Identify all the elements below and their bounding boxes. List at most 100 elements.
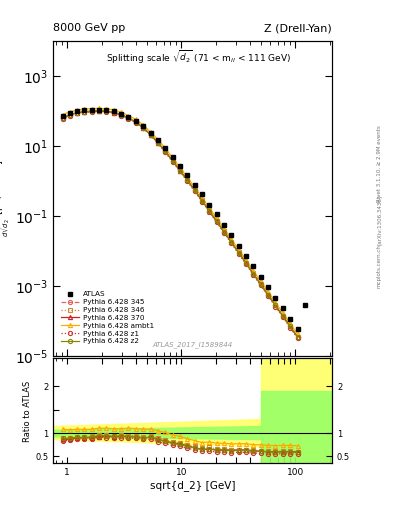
Line: Pythia 6.428 ambt1: Pythia 6.428 ambt1 — [61, 106, 299, 336]
Pythia 6.428 z2 — [126, 115, 131, 121]
Pythia 6.428 346 — [148, 131, 153, 137]
Pythia 6.428 ambt1 — [266, 289, 270, 295]
Pythia 6.428 z2 — [237, 250, 241, 256]
Pythia 6.428 346 — [229, 239, 234, 245]
Pythia 6.428 ambt1 — [60, 112, 65, 118]
Pythia 6.428 z2 — [192, 187, 197, 194]
Pythia 6.428 ambt1 — [126, 113, 131, 119]
Pythia 6.428 z1 — [244, 261, 248, 267]
Pythia 6.428 z1 — [170, 159, 175, 165]
Pythia 6.428 346 — [185, 177, 190, 183]
Pythia 6.428 346 — [237, 249, 241, 255]
Pythia 6.428 ambt1 — [273, 300, 278, 306]
Pythia 6.428 346 — [266, 292, 270, 298]
Pythia 6.428 345 — [82, 109, 87, 115]
Pythia 6.428 370 — [67, 112, 72, 118]
Pythia 6.428 z2 — [67, 112, 72, 118]
Pythia 6.428 345 — [148, 132, 153, 138]
Pythia 6.428 z1 — [104, 109, 109, 115]
Pythia 6.428 z2 — [82, 109, 87, 115]
Pythia 6.428 z2 — [90, 108, 94, 114]
Pythia 6.428 z2 — [295, 334, 300, 340]
Pythia 6.428 346 — [60, 115, 65, 121]
ATLAS — [75, 108, 79, 114]
Pythia 6.428 z1 — [251, 272, 256, 278]
Pythia 6.428 ambt1 — [67, 109, 72, 115]
Pythia 6.428 ambt1 — [141, 122, 145, 128]
Pythia 6.428 345 — [295, 334, 300, 340]
Pythia 6.428 z1 — [119, 113, 123, 119]
ATLAS — [258, 274, 263, 280]
Pythia 6.428 346 — [192, 187, 197, 193]
Pythia 6.428 ambt1 — [281, 310, 285, 316]
Pythia 6.428 ambt1 — [258, 278, 263, 284]
ATLAS — [310, 367, 314, 373]
Pythia 6.428 z1 — [288, 325, 292, 331]
Pythia 6.428 z1 — [266, 293, 270, 299]
Pythia 6.428 ambt1 — [119, 109, 123, 115]
Pythia 6.428 370 — [104, 109, 109, 115]
Pythia 6.428 346 — [134, 119, 138, 125]
Pythia 6.428 346 — [295, 334, 300, 340]
Pythia 6.428 z1 — [97, 109, 101, 115]
Pythia 6.428 346 — [156, 139, 160, 145]
ATLAS — [156, 137, 160, 143]
ATLAS — [207, 202, 212, 208]
Pythia 6.428 346 — [112, 109, 116, 115]
Pythia 6.428 ambt1 — [170, 155, 175, 161]
ATLAS — [60, 113, 65, 119]
Pythia 6.428 346 — [288, 323, 292, 329]
Pythia 6.428 346 — [97, 108, 101, 114]
Pythia 6.428 370 — [237, 250, 241, 256]
Pythia 6.428 370 — [119, 112, 123, 118]
Pythia 6.428 370 — [207, 208, 212, 214]
Pythia 6.428 370 — [258, 282, 263, 288]
Pythia 6.428 ambt1 — [288, 321, 292, 327]
Pythia 6.428 345 — [75, 110, 79, 116]
Pythia 6.428 z1 — [207, 209, 212, 215]
Pythia 6.428 345 — [104, 109, 109, 115]
ATLAS — [67, 110, 72, 116]
Pythia 6.428 346 — [222, 228, 226, 234]
Pythia 6.428 345 — [97, 108, 101, 114]
Pythia 6.428 z1 — [200, 199, 204, 205]
Pythia 6.428 346 — [251, 270, 256, 276]
Pythia 6.428 370 — [112, 110, 116, 116]
Pythia 6.428 370 — [134, 119, 138, 125]
Pythia 6.428 z2 — [170, 158, 175, 164]
Text: 8000 GeV pp: 8000 GeV pp — [53, 23, 125, 33]
Pythia 6.428 346 — [258, 282, 263, 288]
Pythia 6.428 z2 — [163, 148, 167, 155]
Pythia 6.428 z2 — [148, 132, 153, 138]
Pythia 6.428 z1 — [222, 230, 226, 236]
Pythia 6.428 ambt1 — [295, 331, 300, 337]
Pythia 6.428 z2 — [266, 292, 270, 298]
ATLAS — [148, 130, 153, 136]
Pythia 6.428 z2 — [222, 229, 226, 235]
Pythia 6.428 ambt1 — [237, 247, 241, 253]
Pythia 6.428 z1 — [237, 251, 241, 257]
Pythia 6.428 370 — [273, 303, 278, 309]
ATLAS — [141, 123, 145, 129]
Pythia 6.428 z1 — [148, 132, 153, 138]
Pythia 6.428 z2 — [156, 140, 160, 146]
Pythia 6.428 370 — [281, 313, 285, 319]
Line: Pythia 6.428 370: Pythia 6.428 370 — [61, 109, 299, 339]
Pythia 6.428 345 — [244, 260, 248, 266]
Pythia 6.428 345 — [60, 115, 65, 121]
Line: ATLAS: ATLAS — [60, 108, 315, 372]
Pythia 6.428 z1 — [178, 168, 182, 175]
Pythia 6.428 346 — [170, 157, 175, 163]
Pythia 6.428 370 — [170, 158, 175, 164]
Pythia 6.428 370 — [75, 110, 79, 116]
Pythia 6.428 346 — [104, 108, 109, 114]
Pythia 6.428 ambt1 — [104, 106, 109, 112]
Pythia 6.428 345 — [67, 112, 72, 118]
ATLAS — [288, 316, 292, 322]
Pythia 6.428 370 — [126, 115, 131, 121]
Pythia 6.428 ambt1 — [185, 174, 190, 180]
Text: mcplots.cern.ch: mcplots.cern.ch — [377, 244, 382, 288]
ATLAS — [266, 284, 270, 290]
Pythia 6.428 ambt1 — [222, 226, 226, 232]
Text: Rivet 3.1.10, ≥ 2.9M events: Rivet 3.1.10, ≥ 2.9M events — [377, 125, 382, 202]
